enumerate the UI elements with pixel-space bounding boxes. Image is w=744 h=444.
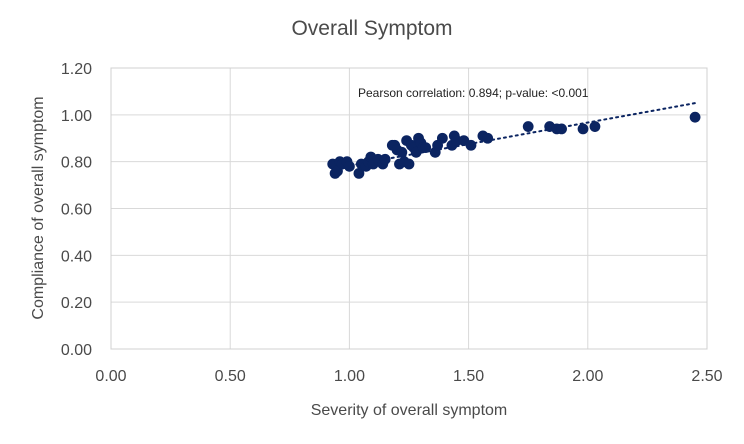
data-point (396, 146, 408, 158)
x-tick-label: 1.00 (334, 368, 365, 385)
data-point (482, 132, 494, 144)
y-tick-label: 0.80 (61, 155, 92, 172)
data-point (465, 139, 477, 151)
y-tick-label: 0.00 (61, 342, 92, 359)
correlation-annotation: Pearson correlation: 0.894; p-value: <0.… (358, 86, 589, 100)
x-tick-label: 2.00 (572, 368, 603, 385)
data-point (420, 142, 432, 154)
data-point (353, 167, 365, 179)
data-point (522, 121, 534, 132)
data-point (379, 153, 391, 165)
x-tick-label: 1.50 (453, 368, 484, 385)
x-tick-label: 0.00 (95, 368, 126, 385)
data-point (577, 123, 589, 135)
x-tick-label: 0.50 (215, 368, 246, 385)
y-tick-label: 1.20 (61, 61, 92, 78)
data-point (344, 160, 355, 172)
x-axis-ticks: 0.00 0.50 1.00 1.50 2.00 2.50 (95, 368, 722, 385)
y-tick-label: 0.40 (61, 248, 92, 265)
y-axis-ticks: 0.00 0.20 0.40 0.60 0.80 1.00 1.20 (61, 61, 92, 359)
chart-title: Overall Symptom (291, 17, 452, 40)
data-point (556, 123, 567, 135)
data-points (327, 111, 701, 179)
gridlines (110, 67, 708, 350)
y-tick-label: 0.20 (61, 295, 92, 312)
data-point (689, 111, 701, 123)
data-point (589, 121, 601, 132)
data-point (403, 158, 415, 170)
plot-area-frame (110, 67, 708, 350)
data-point (436, 132, 448, 144)
y-axis-label: Compliance of overall symptom (30, 96, 47, 319)
x-tick-label: 2.50 (691, 368, 722, 385)
y-tick-label: 0.60 (61, 202, 92, 219)
trendline (331, 102, 697, 170)
x-axis-label: Severity of overall symptom (311, 402, 508, 419)
y-tick-label: 1.00 (61, 108, 92, 125)
